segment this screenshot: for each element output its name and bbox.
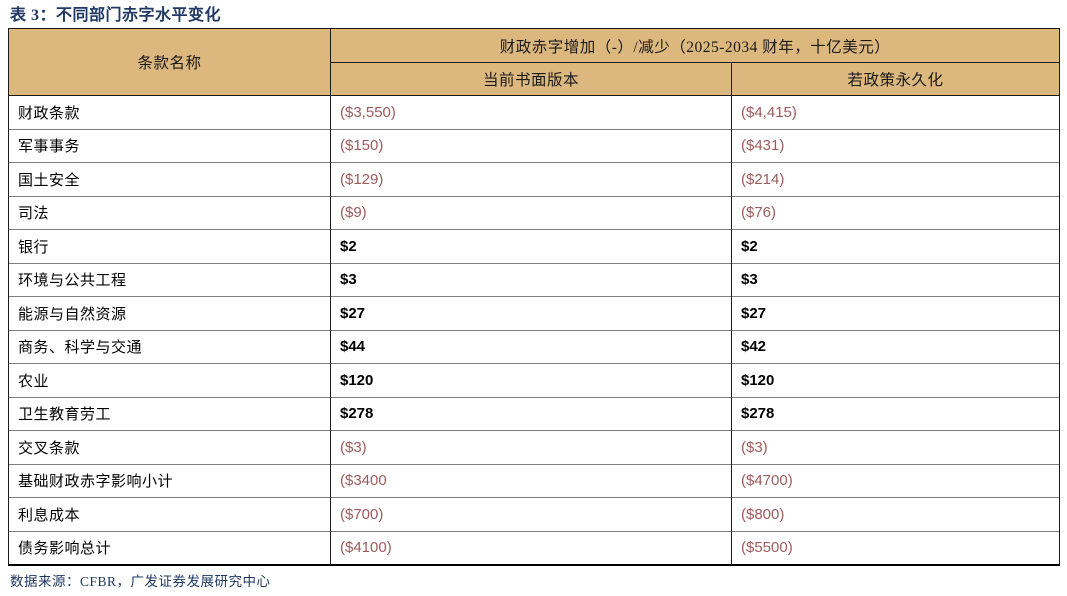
row-label-cell: 基础财政赤字影响小计: [8, 463, 331, 498]
permanent-value-cell: $120: [730, 363, 1061, 397]
table-row: 卫生教育劳工 $278 $278: [8, 396, 1061, 431]
permanent-value-cell: $2: [730, 229, 1061, 263]
row-label-cell: 农业: [8, 363, 331, 397]
table-row: 交叉条款 ($3) ($3): [8, 430, 1061, 464]
page-title: 表 3：不同部门赤字水平变化: [10, 7, 222, 24]
row-label-cell: 商务、科学与交通: [8, 329, 331, 364]
current-value-cell: $2: [330, 229, 732, 263]
column-header-current-version: 当前书面版本: [330, 62, 732, 96]
row-label-cell: 卫生教育劳工: [8, 396, 331, 431]
column-header-item-name: 条款名称: [8, 28, 331, 96]
current-value-cell: ($3): [330, 430, 732, 464]
header-sub-row: 当前书面版本 若政策永久化: [9, 62, 1061, 96]
row-label-cell: 银行: [8, 229, 331, 263]
current-value-cell: ($3,550): [330, 95, 732, 129]
current-value-cell: ($3400: [330, 463, 732, 498]
permanent-value-cell: $278: [730, 396, 1061, 431]
permanent-value-cell: ($4700): [730, 463, 1061, 498]
table-row: 债务影响总计 ($4100) ($5500): [8, 530, 1061, 566]
permanent-value-cell: ($3): [730, 430, 1061, 464]
row-label-cell: 军事事务: [8, 128, 331, 163]
permanent-value-cell: $3: [730, 262, 1061, 297]
current-value-cell: $120: [330, 363, 732, 397]
current-value-cell: $44: [330, 329, 732, 364]
row-label-cell: 司法: [8, 195, 331, 230]
permanent-value-cell: $27: [730, 296, 1061, 330]
row-label-cell: 债务影响总计: [8, 530, 331, 566]
table-row: 基础财政赤字影响小计 ($3400 ($4700): [8, 463, 1061, 498]
current-value-cell: ($150): [330, 128, 732, 163]
permanent-value-cell: ($5500): [730, 530, 1061, 566]
permanent-value-cell: ($214): [730, 162, 1061, 196]
table-row: 军事事务 ($150) ($431): [8, 128, 1061, 163]
permanent-value-cell: ($800): [730, 497, 1061, 531]
permanent-value-cell: ($4,415): [730, 95, 1061, 129]
permanent-value-cell: ($431): [730, 128, 1061, 163]
deficit-table-container: 条款名称 财政赤字增加（-）/减少（2025-2034 财年，十亿美元） 当前书…: [8, 28, 1061, 566]
current-value-cell: $27: [330, 296, 732, 330]
table-row: 农业 $120 $120: [8, 363, 1061, 397]
permanent-value-cell: $42: [730, 329, 1061, 364]
row-label-cell: 国土安全: [8, 162, 331, 196]
current-value-cell: ($9): [330, 195, 732, 230]
row-label-cell: 利息成本: [8, 497, 331, 531]
row-label-cell: 环境与公共工程: [8, 262, 331, 297]
table-body: 财政条款 ($3,550) ($4,415) 军事事务 ($150) ($431) 国土安全…: [8, 95, 1061, 566]
current-value-cell: ($129): [330, 162, 732, 196]
table-row: 利息成本 ($700) ($800): [8, 497, 1061, 531]
column-group-header: 财政赤字增加（-）/减少（2025-2034 财年，十亿美元）: [329, 28, 1061, 63]
deficit-table: 条款名称 财政赤字增加（-）/减少（2025-2034 财年，十亿美元） 当前书…: [8, 28, 1061, 566]
row-label-cell: 交叉条款: [8, 430, 331, 464]
table-row: 环境与公共工程 $3 $3: [8, 262, 1061, 297]
data-source-note: 数据来源：CFBR，广发证券发展研究中心: [10, 574, 271, 589]
current-value-cell: $278: [330, 396, 732, 431]
row-label-cell: 财政条款: [8, 95, 331, 129]
table-row: 国土安全 ($129) ($214): [8, 162, 1061, 196]
table-header: 条款名称 财政赤字增加（-）/减少（2025-2034 财年，十亿美元） 当前书…: [8, 28, 1061, 96]
header-group-row: 条款名称 财政赤字增加（-）/减少（2025-2034 财年，十亿美元）: [8, 28, 1061, 96]
current-value-cell: $3: [330, 262, 732, 297]
table-row: 银行 $2 $2: [8, 229, 1061, 263]
table-row: 商务、科学与交通 $44 $42: [8, 329, 1061, 364]
table-row: 能源与自然资源 $27 $27: [8, 296, 1061, 330]
current-value-cell: ($700): [330, 497, 732, 531]
table-row: 财政条款 ($3,550) ($4,415): [8, 95, 1061, 129]
table-row: 司法 ($9) ($76): [8, 195, 1061, 230]
current-value-cell: ($4100): [330, 530, 732, 566]
column-header-permanent-policy: 若政策永久化: [730, 62, 1061, 96]
permanent-value-cell: ($76): [730, 195, 1061, 230]
row-label-cell: 能源与自然资源: [8, 296, 331, 330]
